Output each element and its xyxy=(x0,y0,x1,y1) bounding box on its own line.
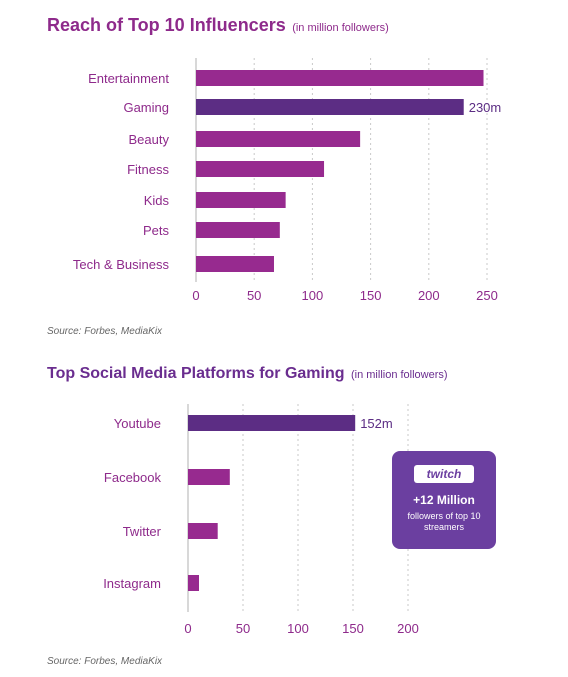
twitch-logo-icon: twitch xyxy=(414,465,474,483)
chart1-category-label-entertainment: Entertainment xyxy=(88,71,169,86)
twitch-headline: +12 Million xyxy=(413,493,475,507)
chart2-bar-instagram xyxy=(188,575,199,591)
chart1-tick-label-50: 50 xyxy=(247,288,261,303)
chart2-category-label-facebook: Facebook xyxy=(104,470,162,485)
chart2-tick-label-100: 100 xyxy=(287,621,309,636)
chart1-bar-beauty xyxy=(196,131,361,147)
chart1-bar-fitness xyxy=(196,161,325,177)
chart2-data-label-youtube: 152m xyxy=(360,416,393,431)
twitch-callout: twitch +12 Million followers of top 10 s… xyxy=(392,451,496,549)
chart1-title: Reach of Top 10 Influencers (in million … xyxy=(47,15,389,36)
chart1-category-label-pets: Pets xyxy=(143,223,170,238)
chart1-bar-pets xyxy=(196,222,280,238)
chart1-subtitle: (in million followers) xyxy=(292,22,389,34)
chart1-tick-label-100: 100 xyxy=(302,288,324,303)
chart2-title-text: Top Social Media Platforms for Gaming xyxy=(47,365,345,382)
chart1-category-label-tech-business: Tech & Business xyxy=(73,257,170,272)
chart2-tick-label-150: 150 xyxy=(342,621,364,636)
chart2-subtitle: (in million followers) xyxy=(350,369,448,381)
chart2-tick-label-50: 50 xyxy=(236,621,250,636)
chart1-bar-kids xyxy=(196,192,286,208)
chart1-title-text: Reach of Top 10 Influencers xyxy=(47,15,286,35)
chart1-tick-label-200: 200 xyxy=(418,288,440,303)
chart1-tick-label-0: 0 xyxy=(192,288,199,303)
twitch-description: followers of top 10 streamers xyxy=(407,511,481,532)
chart1-tick-label-150: 150 xyxy=(360,288,382,303)
chart1-tick-label-250: 250 xyxy=(476,288,498,303)
chart1-category-label-fitness: Fitness xyxy=(127,162,169,177)
chart2-tick-label-0: 0 xyxy=(184,621,191,636)
chart2-tick-label-200: 200 xyxy=(397,621,419,636)
chart2-bar-youtube xyxy=(188,415,356,431)
chart1-source: Source: Forbes, MediaKix xyxy=(47,326,163,337)
chart1-category-label-kids: Kids xyxy=(144,193,170,208)
chart2-bar-facebook xyxy=(188,469,230,485)
chart1-category-label-gaming: Gaming xyxy=(123,100,169,115)
chart2-title: Top Social Media Platforms for Gaming (i… xyxy=(47,365,448,383)
chart1-bar-entertainment xyxy=(196,70,484,86)
chart1-bar-gaming xyxy=(196,99,464,115)
chart2-category-label-instagram: Instagram xyxy=(103,576,161,591)
chart2-category-label-twitter: Twitter xyxy=(123,524,162,539)
chart2-source: Source: Forbes, MediaKix xyxy=(47,656,163,667)
chart1-bar-tech-business xyxy=(196,256,274,272)
chart1-data-label-gaming: 230m xyxy=(469,100,502,115)
chart2-category-label-youtube: Youtube xyxy=(114,416,161,431)
chart2-bar-twitter xyxy=(188,523,218,539)
chart1-category-label-beauty: Beauty xyxy=(129,132,170,147)
